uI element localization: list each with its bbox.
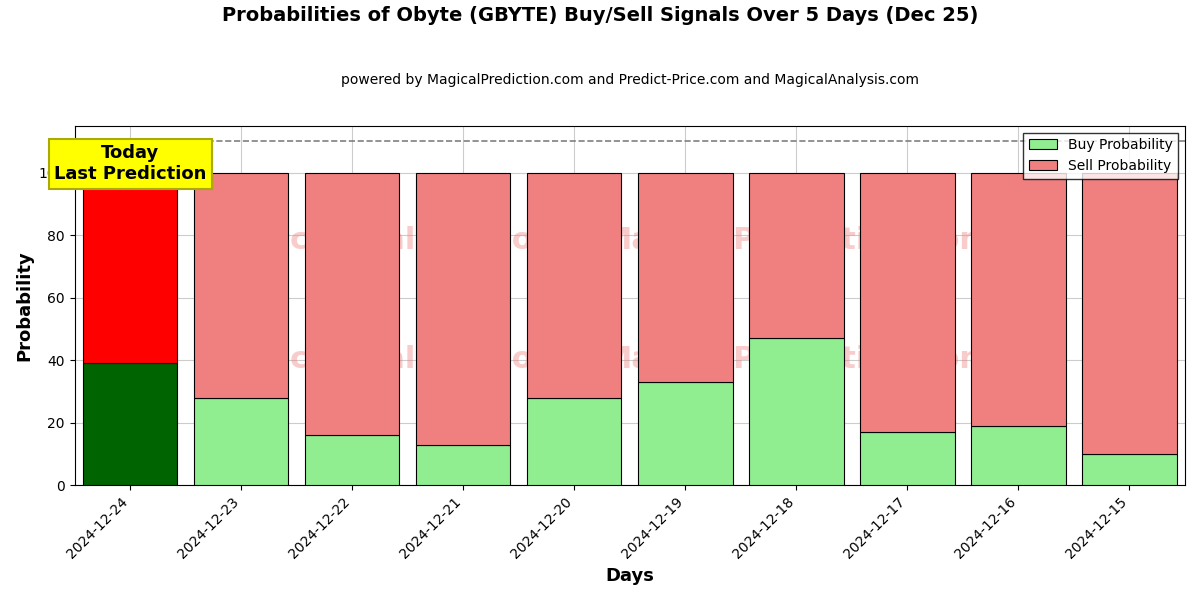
Bar [860,173,955,432]
Bar [860,432,955,485]
Bar [971,173,1066,426]
Bar [749,173,844,338]
Bar [305,173,400,435]
Bar [83,173,178,363]
Title: powered by MagicalPrediction.com and Predict-Price.com and MagicalAnalysis.com: powered by MagicalPrediction.com and Pre… [341,73,919,87]
Text: Probabilities of Obyte (GBYTE) Buy/Sell Signals Over 5 Days (Dec 25): Probabilities of Obyte (GBYTE) Buy/Sell … [222,6,978,25]
Text: Today
Last Prediction: Today Last Prediction [54,145,206,183]
Bar [194,173,288,398]
X-axis label: Days: Days [605,567,654,585]
Legend: Buy Probability, Sell Probability: Buy Probability, Sell Probability [1024,133,1178,179]
Bar [1082,454,1177,485]
Bar [527,173,622,398]
Text: MagicalAnalysis.com: MagicalAnalysis.com [206,345,564,374]
Bar [194,398,288,485]
Text: MagicalPrediction.com: MagicalPrediction.com [601,226,991,255]
Bar [1082,173,1177,454]
Bar [638,173,732,382]
Bar [83,363,178,485]
Bar [305,435,400,485]
Bar [971,426,1066,485]
Y-axis label: Probability: Probability [16,250,34,361]
Bar [638,382,732,485]
Bar [527,398,622,485]
Bar [749,338,844,485]
Bar [416,173,510,445]
Bar [416,445,510,485]
Text: MagicalPrediction.com: MagicalPrediction.com [601,345,991,374]
Text: MagicalAnalysis.com: MagicalAnalysis.com [206,226,564,255]
